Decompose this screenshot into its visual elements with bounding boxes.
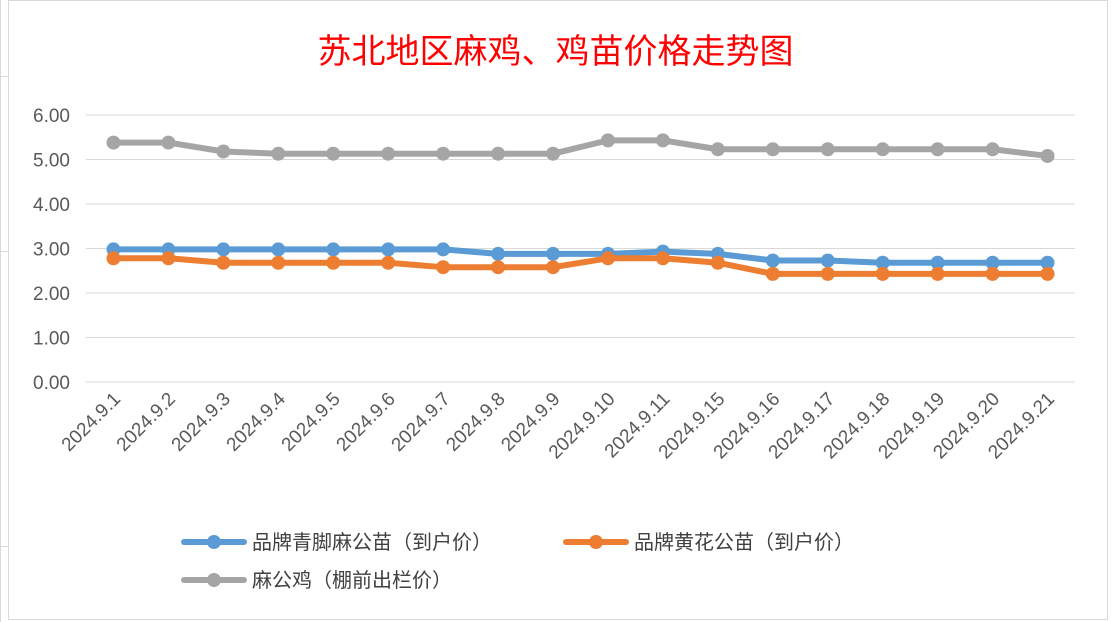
y-tick-label: 3.00 [33,240,70,261]
legend-swatch-marker [207,573,221,587]
legend-label: 品牌黄花公苗（到户价） [634,530,854,554]
data-point [436,242,451,257]
chart-title: 苏北地区麻鸡、鸡苗价格走势图 [317,32,794,72]
data-point [381,146,396,161]
data-point [820,142,835,157]
data-point [491,246,506,261]
y-tick-label: 6.00 [33,106,70,127]
data-point [436,260,451,275]
data-point [1040,148,1055,163]
legend-swatch-marker [207,535,221,549]
data-point [216,144,231,159]
x-tick-label: 2024.9.5 [278,389,345,456]
data-point [600,133,615,148]
data-point [326,255,341,270]
data-point [875,255,890,270]
chart-area [8,0,1108,620]
data-point [326,242,341,257]
data-point [1040,266,1055,281]
data-point [271,255,286,270]
data-point [161,251,176,266]
legend-swatch-marker [589,535,603,549]
data-point [875,142,890,157]
x-tick-label: 2024.9.8 [442,389,509,456]
data-point [765,253,780,268]
data-point [546,146,561,161]
data-point [381,242,396,257]
data-point [271,146,286,161]
data-point [985,255,1000,270]
data-point [436,146,451,161]
data-point [491,260,506,275]
x-tick-label: 2024.9.6 [333,389,400,456]
data-point [875,266,890,281]
sheet-gridline [0,546,8,547]
data-point [930,255,945,270]
series-line [110,255,1051,277]
data-point [655,133,670,148]
data-point [655,251,670,266]
y-tick-label: 5.00 [33,151,70,172]
legend-label: 麻公鸡（棚前出栏价） [252,568,452,592]
data-point [216,255,231,270]
y-tick-label: 4.00 [33,195,70,216]
data-point [546,246,561,261]
sheet-gridline [0,251,8,252]
data-point [600,251,615,266]
data-point [820,253,835,268]
x-tick-label: 2024.9.3 [168,389,235,456]
data-point [765,266,780,281]
data-point [930,266,945,281]
data-point [106,135,121,150]
data-point [1040,255,1055,270]
data-point [985,266,1000,281]
legend-label: 品牌青脚麻公苗（到户价） [252,530,492,554]
data-point [930,142,945,157]
series-line [110,246,1051,266]
data-point [491,146,506,161]
series-line [110,137,1051,159]
x-tick-label: 2024.9.4 [223,388,290,455]
data-point [161,135,176,150]
y-tick-label: 2.00 [33,284,70,305]
data-point [106,251,121,266]
x-tick-label: 2024.9.7 [388,389,455,456]
data-point [271,242,286,257]
data-point [820,266,835,281]
y-tick-label: 0.00 [33,373,70,394]
x-tick-label: 2024.9.2 [113,389,180,456]
y-tick-label: 1.00 [33,329,70,350]
data-point [710,255,725,270]
sheet-gridline [0,76,8,77]
data-point [765,142,780,157]
data-point [985,142,1000,157]
data-point [216,242,231,257]
x-tick-label: 2024.9.1 [58,389,125,456]
data-point [381,255,396,270]
data-point [546,260,561,275]
data-point [710,142,725,157]
sheet-gridline [0,0,1,622]
data-point [326,146,341,161]
